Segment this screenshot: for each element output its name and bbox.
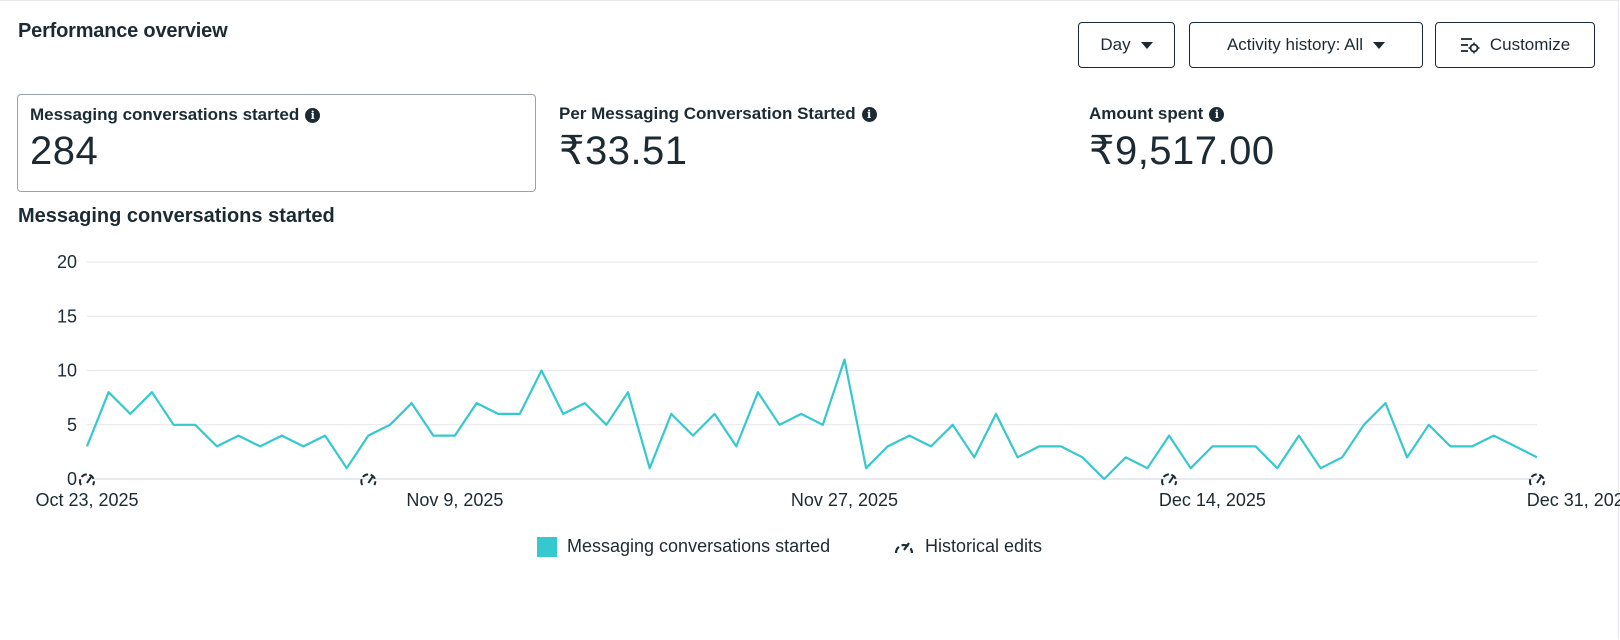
metric-value: 284 <box>30 129 99 173</box>
metric-value: ₹33.51 <box>559 129 688 173</box>
historical-edit-marker[interactable] <box>79 473 95 486</box>
activity-dropdown-label: Activity history: All <box>1226 35 1364 54</box>
customize-button[interactable]: Customize <box>1435 22 1595 68</box>
metric-card-conversations[interactable]: Messaging conversations started i 284 <box>17 94 536 192</box>
y-tick-label: 0 <box>67 469 77 489</box>
x-tick-label: Oct 23, 2025 <box>35 490 138 510</box>
metric-label: Per Messaging Conversation Started <box>559 104 856 123</box>
historical-edit-marker[interactable] <box>360 473 377 486</box>
activity-history-dropdown[interactable]: Activity history: All <box>1189 22 1423 68</box>
metric-card-amount-spent[interactable]: Amount spent i ₹9,517.00 <box>1077 94 1577 192</box>
y-tick-label: 20 <box>57 252 77 272</box>
day-dropdown-label: Day <box>1100 35 1131 54</box>
legend-label: Historical edits <box>925 536 1043 556</box>
historical-edit-marker[interactable] <box>1529 473 1545 486</box>
chart-title: Messaging conversations started <box>18 205 335 227</box>
caret-down-icon <box>1140 41 1153 49</box>
x-tick-label: Nov 27, 2025 <box>791 490 898 510</box>
info-icon[interactable]: i <box>1209 106 1225 122</box>
line-chart: 0 5 10 15 20 Oct 23, 2025 Nov 9, 2025 Nov 27, 2… <box>35 252 1620 510</box>
metric-card-cost-per-conversation[interactable]: Per Messaging Conversation Started i ₹33… <box>547 94 1047 192</box>
legend-label: Messaging conversations started <box>567 536 831 556</box>
historical-edit-marker[interactable] <box>1161 473 1178 486</box>
y-tick-label: 10 <box>57 361 77 381</box>
caret-down-icon <box>1373 41 1386 49</box>
info-icon[interactable]: i <box>305 107 321 123</box>
metric-label: Amount spent <box>1089 104 1204 123</box>
y-tick-label: 15 <box>57 306 77 326</box>
legend-item-conversations[interactable]: Messaging conversations started <box>537 536 830 557</box>
customize-label: Customize <box>1489 35 1571 54</box>
series-swatch <box>537 536 557 557</box>
series-line <box>85 358 1538 481</box>
info-icon[interactable]: i <box>861 106 877 122</box>
y-tick-label: 5 <box>67 415 77 435</box>
metric-value: ₹9,517.00 <box>1089 129 1275 173</box>
legend-item-historical-edits[interactable]: Historical edits <box>893 536 1042 557</box>
x-tick-label: Dec 14, 2025 <box>1159 490 1266 510</box>
metric-label: Messaging conversations started <box>30 105 300 124</box>
day-granularity-dropdown[interactable]: Day <box>1078 22 1175 68</box>
x-tick-label: Nov 9, 2025 <box>406 490 503 510</box>
gauge-icon <box>894 541 914 553</box>
customize-icon <box>1460 38 1480 54</box>
x-tick-label: Dec 31, 2025 <box>1527 490 1620 510</box>
page-title: Performance overview <box>18 20 228 42</box>
